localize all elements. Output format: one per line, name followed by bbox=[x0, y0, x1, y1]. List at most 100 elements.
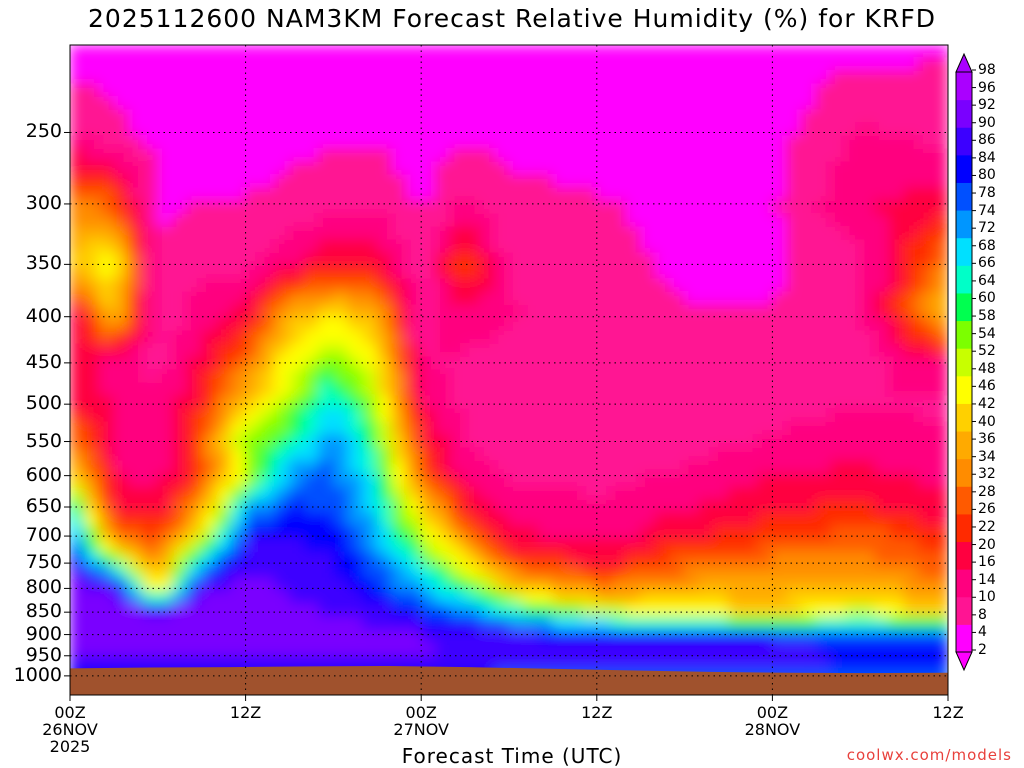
rh-cell bbox=[874, 499, 890, 514]
rh-cell bbox=[625, 629, 642, 644]
rh-cell bbox=[157, 304, 173, 319]
rh-cell bbox=[742, 45, 759, 59]
rh-cell bbox=[493, 83, 510, 98]
rh-cell bbox=[347, 642, 364, 657]
rh-cell bbox=[142, 330, 159, 345]
rh-cell bbox=[537, 239, 554, 254]
rh-cell bbox=[230, 291, 247, 306]
rh-cell bbox=[874, 447, 890, 462]
rh-cell bbox=[845, 499, 861, 514]
rh-cell bbox=[537, 70, 554, 85]
rh-cell bbox=[786, 239, 803, 254]
rh-cell bbox=[362, 122, 378, 137]
rh-cell bbox=[713, 460, 729, 475]
rh-cell bbox=[742, 369, 759, 384]
rh-cell bbox=[171, 291, 188, 306]
rh-cell bbox=[552, 629, 569, 644]
rh-cell bbox=[830, 83, 847, 98]
rh-cell bbox=[391, 642, 408, 657]
rh-cell bbox=[113, 161, 130, 176]
rh-cell bbox=[537, 343, 554, 358]
rh-cell bbox=[669, 161, 686, 176]
rh-cell bbox=[581, 590, 598, 605]
rh-cell bbox=[669, 434, 686, 449]
rh-cell bbox=[903, 447, 920, 462]
rh-cell bbox=[874, 629, 890, 644]
rh-cell bbox=[932, 161, 948, 176]
rh-cell bbox=[420, 447, 437, 462]
rh-cell bbox=[420, 655, 437, 670]
rh-cell bbox=[230, 486, 247, 501]
rh-cell bbox=[362, 551, 378, 566]
rh-cell bbox=[449, 317, 466, 332]
rh-cell bbox=[742, 330, 759, 345]
rh-cell bbox=[274, 564, 290, 579]
rh-cell bbox=[84, 499, 100, 514]
rh-cell bbox=[654, 70, 671, 85]
rh-cell bbox=[654, 226, 671, 241]
rh-cell bbox=[610, 161, 627, 176]
rh-cell bbox=[84, 486, 100, 501]
colorbar-label-48: 48 bbox=[978, 360, 996, 377]
rh-cell bbox=[449, 96, 466, 111]
rh-cell bbox=[362, 629, 378, 644]
rh-cell bbox=[186, 330, 203, 345]
rh-cell bbox=[523, 109, 539, 124]
rh-cell bbox=[171, 265, 188, 280]
rh-cell bbox=[786, 629, 803, 644]
rh-cell bbox=[245, 83, 261, 98]
rh-cell bbox=[113, 525, 130, 540]
rh-cell bbox=[918, 564, 934, 579]
rh-cell bbox=[845, 45, 861, 59]
rh-cell bbox=[771, 499, 788, 514]
rh-cell bbox=[757, 226, 773, 241]
rh-cell bbox=[201, 57, 217, 72]
rh-cell bbox=[84, 343, 100, 358]
rh-cell bbox=[128, 421, 144, 436]
rh-cell bbox=[932, 395, 948, 410]
colorbar-label-64: 64 bbox=[978, 272, 996, 289]
rh-cell bbox=[610, 551, 627, 566]
rh-cell bbox=[830, 109, 847, 124]
ground-polygon bbox=[70, 665, 948, 695]
rh-cell bbox=[449, 616, 466, 631]
rh-cell bbox=[113, 577, 130, 592]
rh-cell bbox=[84, 226, 100, 241]
rh-cell bbox=[201, 226, 217, 241]
rh-cell bbox=[230, 304, 247, 319]
rh-cell bbox=[830, 369, 847, 384]
rh-cell bbox=[567, 460, 583, 475]
rh-cell bbox=[70, 200, 86, 215]
rh-cell bbox=[303, 499, 320, 514]
rh-cell bbox=[376, 629, 393, 644]
rh-cell bbox=[771, 226, 788, 241]
rh-cell bbox=[874, 135, 890, 150]
rh-cell bbox=[259, 629, 276, 644]
rh-cell bbox=[128, 213, 144, 228]
rh-cell bbox=[435, 213, 451, 228]
rh-cell bbox=[70, 551, 86, 566]
rh-cell bbox=[171, 174, 188, 189]
rh-cell bbox=[435, 590, 451, 605]
rh-cell bbox=[215, 551, 232, 566]
rh-cell bbox=[567, 96, 583, 111]
rh-cell bbox=[640, 330, 656, 345]
rh-cell bbox=[376, 525, 393, 540]
rh-cell bbox=[859, 161, 876, 176]
rh-cell bbox=[742, 642, 759, 657]
rh-cell bbox=[245, 304, 261, 319]
rh-cell bbox=[201, 382, 217, 397]
rh-cell bbox=[698, 174, 715, 189]
rh-cell bbox=[259, 278, 276, 293]
rh-cell bbox=[171, 317, 188, 332]
rh-cell bbox=[537, 538, 554, 553]
rh-cell bbox=[230, 356, 247, 371]
rh-cell bbox=[742, 434, 759, 449]
rh-cell bbox=[581, 369, 598, 384]
rh-cell bbox=[859, 174, 876, 189]
rh-cell bbox=[523, 356, 539, 371]
rh-cell bbox=[113, 109, 130, 124]
rh-cell bbox=[728, 512, 744, 527]
rh-cell bbox=[874, 187, 890, 202]
rh-cell bbox=[332, 616, 349, 631]
